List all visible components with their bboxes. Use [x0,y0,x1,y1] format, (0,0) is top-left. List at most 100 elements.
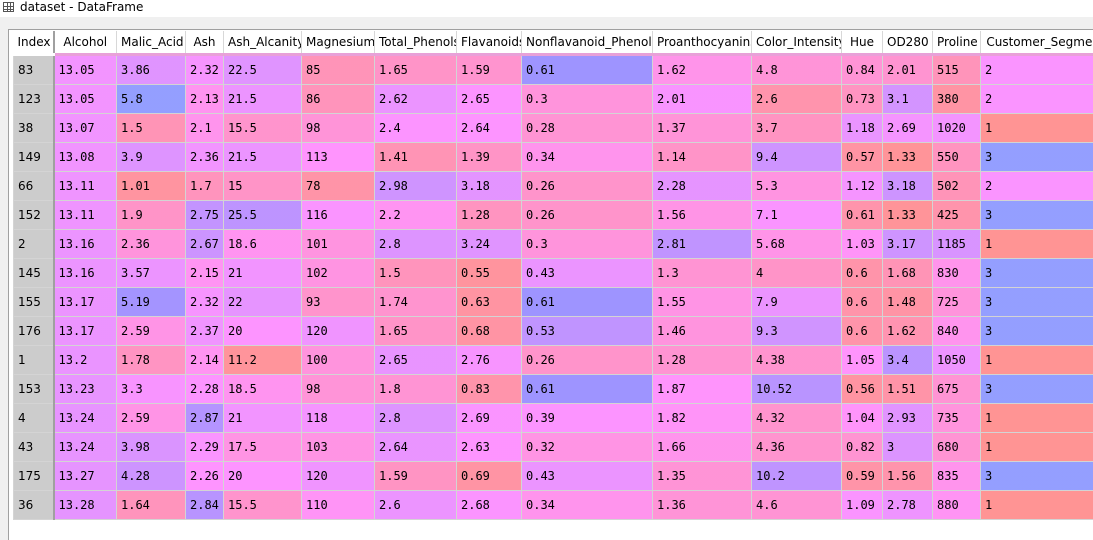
cell-hue[interactable]: 0.57 [842,143,883,172]
column-header-ash[interactable]: Ash [186,31,224,55]
cell-flavanoids[interactable]: 0.68 [457,317,522,346]
cell-malic-acid[interactable]: 1.5 [117,114,186,143]
cell-nonflavanoid-phenols[interactable]: 0.34 [522,491,653,520]
cell-magnesium[interactable]: 93 [302,288,375,317]
cell-total-phenols[interactable]: 1.65 [375,55,457,85]
cell-malic-acid[interactable]: 3.3 [117,375,186,404]
cell-proline[interactable]: 830 [933,259,981,288]
cell-malic-acid[interactable]: 2.36 [117,230,186,259]
row-index[interactable]: 152 [14,201,54,230]
cell-proline[interactable]: 675 [933,375,981,404]
cell-hue[interactable]: 0.6 [842,317,883,346]
cell-proanthocyanins[interactable]: 1.37 [653,114,752,143]
cell-ash-alcanity[interactable]: 20 [224,317,302,346]
cell-nonflavanoid-phenols[interactable]: 0.3 [522,230,653,259]
cell-hue[interactable]: 0.73 [842,85,883,114]
cell-ash-alcanity[interactable]: 11.2 [224,346,302,375]
column-header-proline[interactable]: Proline [933,31,981,55]
column-header-magnesium[interactable]: Magnesium [302,31,375,55]
cell-color-intensity[interactable]: 9.3 [752,317,842,346]
column-header-total-phenols[interactable]: Total_Phenols [375,31,457,55]
cell-magnesium[interactable]: 110 [302,491,375,520]
cell-color-intensity[interactable]: 4.36 [752,433,842,462]
cell-total-phenols[interactable]: 1.41 [375,143,457,172]
cell-flavanoids[interactable]: 0.83 [457,375,522,404]
cell-total-phenols[interactable]: 1.65 [375,317,457,346]
cell-ash[interactable]: 2.15 [186,259,224,288]
cell-total-phenols[interactable]: 2.64 [375,433,457,462]
cell-magnesium[interactable]: 98 [302,375,375,404]
cell-customer-segment[interactable]: 3 [981,143,1093,172]
cell-magnesium[interactable]: 120 [302,462,375,491]
cell-malic-acid[interactable]: 5.19 [117,288,186,317]
cell-od280[interactable]: 2.78 [883,491,933,520]
column-header-malic-acid[interactable]: Malic_Acid [117,31,186,55]
cell-malic-acid[interactable]: 5.8 [117,85,186,114]
cell-ash[interactable]: 2.29 [186,433,224,462]
cell-flavanoids[interactable]: 2.63 [457,433,522,462]
cell-hue[interactable]: 0.84 [842,55,883,85]
cell-color-intensity[interactable]: 4.6 [752,491,842,520]
cell-color-intensity[interactable]: 10.2 [752,462,842,491]
cell-hue[interactable]: 1.04 [842,404,883,433]
cell-od280[interactable]: 3.4 [883,346,933,375]
cell-ash-alcanity[interactable]: 21.5 [224,85,302,114]
cell-nonflavanoid-phenols[interactable]: 0.39 [522,404,653,433]
cell-nonflavanoid-phenols[interactable]: 0.3 [522,85,653,114]
cell-proanthocyanins[interactable]: 2.28 [653,172,752,201]
cell-malic-acid[interactable]: 3.57 [117,259,186,288]
cell-ash[interactable]: 2.87 [186,404,224,433]
cell-ash-alcanity[interactable]: 22.5 [224,55,302,85]
column-header-od280[interactable]: OD280 [883,31,933,55]
cell-customer-segment[interactable]: 2 [981,55,1093,85]
cell-proanthocyanins[interactable]: 1.36 [653,491,752,520]
cell-nonflavanoid-phenols[interactable]: 0.26 [522,172,653,201]
cell-ash-alcanity[interactable]: 15 [224,172,302,201]
cell-proanthocyanins[interactable]: 1.66 [653,433,752,462]
cell-malic-acid[interactable]: 3.98 [117,433,186,462]
cell-hue[interactable]: 1.03 [842,230,883,259]
cell-proline[interactable]: 1050 [933,346,981,375]
cell-proline[interactable]: 1020 [933,114,981,143]
cell-total-phenols[interactable]: 2.62 [375,85,457,114]
cell-proanthocyanins[interactable]: 1.55 [653,288,752,317]
cell-customer-segment[interactable]: 3 [981,259,1093,288]
cell-malic-acid[interactable]: 3.9 [117,143,186,172]
cell-hue[interactable]: 0.6 [842,259,883,288]
cell-alcohol[interactable]: 13.2 [54,346,117,375]
cell-alcohol[interactable]: 13.11 [54,201,117,230]
cell-ash-alcanity[interactable]: 21 [224,259,302,288]
cell-ash-alcanity[interactable]: 21 [224,404,302,433]
cell-od280[interactable]: 3.1 [883,85,933,114]
cell-proline[interactable]: 380 [933,85,981,114]
cell-flavanoids[interactable]: 2.65 [457,85,522,114]
cell-magnesium[interactable]: 103 [302,433,375,462]
cell-total-phenols[interactable]: 2.65 [375,346,457,375]
cell-magnesium[interactable]: 78 [302,172,375,201]
cell-total-phenols[interactable]: 2.8 [375,404,457,433]
cell-flavanoids[interactable]: 2.69 [457,404,522,433]
row-index[interactable]: 83 [14,55,54,85]
index-header[interactable]: Index [14,31,54,55]
row-index[interactable]: 36 [14,491,54,520]
cell-ash[interactable]: 2.13 [186,85,224,114]
cell-nonflavanoid-phenols[interactable]: 0.43 [522,259,653,288]
cell-hue[interactable]: 0.56 [842,375,883,404]
cell-hue[interactable]: 1.18 [842,114,883,143]
cell-flavanoids[interactable]: 1.28 [457,201,522,230]
cell-proline[interactable]: 680 [933,433,981,462]
cell-nonflavanoid-phenols[interactable]: 0.26 [522,201,653,230]
cell-od280[interactable]: 1.33 [883,143,933,172]
cell-proanthocyanins[interactable]: 1.3 [653,259,752,288]
cell-proanthocyanins[interactable]: 2.81 [653,230,752,259]
cell-flavanoids[interactable]: 0.55 [457,259,522,288]
cell-ash-alcanity[interactable]: 20 [224,462,302,491]
cell-customer-segment[interactable]: 1 [981,404,1093,433]
cell-customer-segment[interactable]: 2 [981,85,1093,114]
cell-hue[interactable]: 0.6 [842,288,883,317]
cell-customer-segment[interactable]: 1 [981,491,1093,520]
cell-ash[interactable]: 1.7 [186,172,224,201]
cell-malic-acid[interactable]: 4.28 [117,462,186,491]
cell-customer-segment[interactable]: 3 [981,201,1093,230]
cell-od280[interactable]: 1.51 [883,375,933,404]
